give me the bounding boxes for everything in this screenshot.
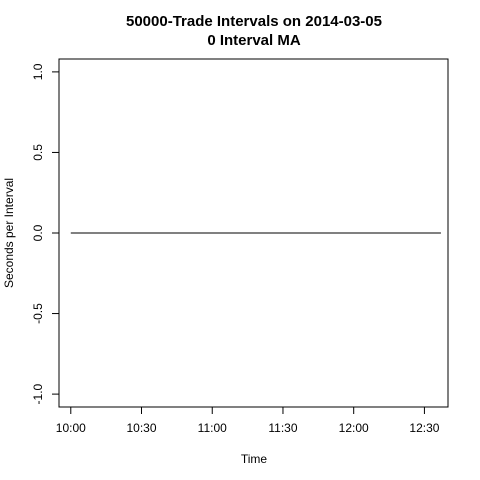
x-tick-label: 11:30: [268, 421, 297, 435]
y-tick-label: -1.0: [31, 383, 45, 404]
y-axis-label: Seconds per Interval: [2, 178, 16, 288]
x-tick-label: 12:00: [339, 421, 369, 435]
chart-subtitle: 0 Interval MA: [207, 32, 301, 49]
x-tick-label: 12:30: [409, 421, 439, 435]
y-tick-label: 0.0: [31, 224, 45, 241]
x-tick-label: 11:00: [198, 421, 227, 435]
x-tick-label: 10:30: [126, 421, 156, 435]
chart-title: 50000-Trade Intervals on 2014-03-05: [126, 13, 382, 30]
y-axis: -1.0 -0.5 0.0 0.5 1.0: [31, 63, 60, 404]
y-tick-label: 1.0: [31, 63, 45, 80]
x-tick-label: 10:00: [56, 421, 86, 435]
x-axis: 10:00 10:30 11:00 11:30 12:00 12:30: [56, 406, 440, 435]
y-tick-label: 0.5: [31, 144, 45, 161]
x-axis-label: Time: [241, 452, 268, 466]
y-tick-label: -0.5: [31, 303, 45, 324]
